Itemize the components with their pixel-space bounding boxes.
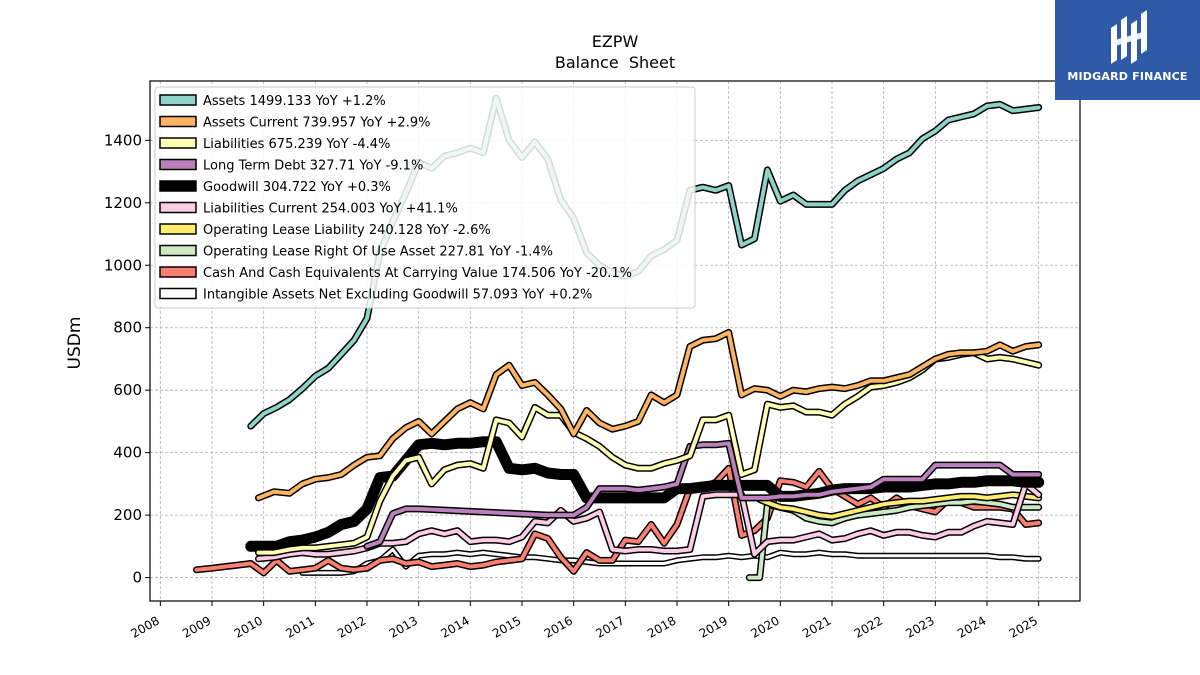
brand-logo: MIDGARD FINANCE xyxy=(1055,0,1200,100)
x-tick-label: 2011 xyxy=(283,613,316,640)
legend-swatch-long-term-debt xyxy=(159,158,197,171)
plot-frame xyxy=(149,80,1081,602)
brand-name: MIDGARD FINANCE xyxy=(1067,70,1188,83)
legend-swatch-assets xyxy=(159,94,197,106)
legend-swatch-cash-and-cash-equivalents-at-carrying-value xyxy=(159,266,197,278)
y-tick-label: 1400 xyxy=(104,131,142,149)
chart-title: EZPW xyxy=(592,32,639,51)
series-outline-assets-current xyxy=(255,328,1043,502)
legend-swatch-liabilities xyxy=(159,137,197,149)
x-tick-label: 2019 xyxy=(697,613,730,640)
series-line-long-term-debt xyxy=(365,441,1041,549)
legend-swatch-liabilities-current xyxy=(159,201,197,214)
legend-swatch-operating-lease-right-of-use-asset xyxy=(159,244,197,257)
legend-swatch-goodwill xyxy=(159,180,197,192)
legend-swatch-operating-lease-liability xyxy=(159,223,197,235)
legend-label-operating-lease-liability: Operating Lease Liability 240.128 YoY -2… xyxy=(203,223,491,238)
y-tick-label: 0 xyxy=(132,569,142,587)
x-tick-label: 2021 xyxy=(800,613,833,640)
x-tick-label: 2012 xyxy=(335,613,368,640)
legend-label-assets-current: Assets Current 739.957 YoY +2.9% xyxy=(203,116,430,131)
legend-label-liabilities: Liabilities 675.239 YoY -4.4% xyxy=(203,137,390,152)
y-axis-label: USDm xyxy=(65,317,85,370)
y-tick-label: 600 xyxy=(113,381,142,399)
y-tick-label: 200 xyxy=(113,506,142,524)
x-tick-label: 2023 xyxy=(903,613,936,640)
y-tick-label: 800 xyxy=(113,319,142,337)
legend-label-intangible-assets-net-excluding-goodwill: Intangible Assets Net Excluding Goodwill… xyxy=(203,288,592,303)
x-tick-label: 2015 xyxy=(490,613,523,640)
legend-label-liabilities-current: Liabilities Current 254.003 YoY +41.1% xyxy=(203,202,458,217)
y-tick-label: 400 xyxy=(113,444,142,462)
x-tick-label: 2008 xyxy=(128,613,161,640)
legend-swatch-intangible-assets-net-excluding-goodwill xyxy=(159,287,197,300)
series-line-assets-current xyxy=(256,330,1041,500)
legend-label-long-term-debt: Long Term Debt 327.71 YoY -9.1% xyxy=(203,159,423,174)
x-tick-label: 2020 xyxy=(748,613,781,640)
x-tick-label: 2009 xyxy=(180,613,213,640)
legend-label-operating-lease-right-of-use-asset: Operating Lease Right Of Use Asset 227.8… xyxy=(203,245,553,260)
x-tick-label: 2024 xyxy=(955,613,988,640)
y-tick-label: 1000 xyxy=(104,256,142,274)
x-tick-label: 2025 xyxy=(1007,613,1040,640)
legend-label-cash-and-cash-equivalents-at-carrying-value: Cash And Cash Equivalents At Carrying Va… xyxy=(203,266,632,281)
x-tick-label: 2017 xyxy=(593,613,626,640)
legend-box xyxy=(154,86,696,309)
series-line-liabilities-current xyxy=(256,481,1041,561)
series-line-goodwill xyxy=(246,437,1043,551)
x-tick-label: 2022 xyxy=(852,613,885,640)
legend-swatch-assets-current xyxy=(159,115,197,128)
legend-label-goodwill: Goodwill 304.722 YoY +0.3% xyxy=(203,180,391,195)
series-line-intangible-assets-net-excluding-goodwill xyxy=(300,548,1041,575)
legend-label-assets: Assets 1499.133 YoY +1.2% xyxy=(203,94,386,109)
y-tick-label: 1200 xyxy=(104,194,142,212)
x-tick-label: 2018 xyxy=(645,613,678,640)
x-tick-label: 2010 xyxy=(232,613,265,640)
chart-subtitle: Balance Sheet xyxy=(555,53,675,72)
x-tick-label: 2014 xyxy=(438,613,471,640)
x-tick-label: 2013 xyxy=(387,613,420,640)
series-line-operating-lease-liability xyxy=(757,492,1041,519)
x-tick-label: 2016 xyxy=(542,613,575,640)
midgard-logo-icon xyxy=(1111,10,1147,64)
